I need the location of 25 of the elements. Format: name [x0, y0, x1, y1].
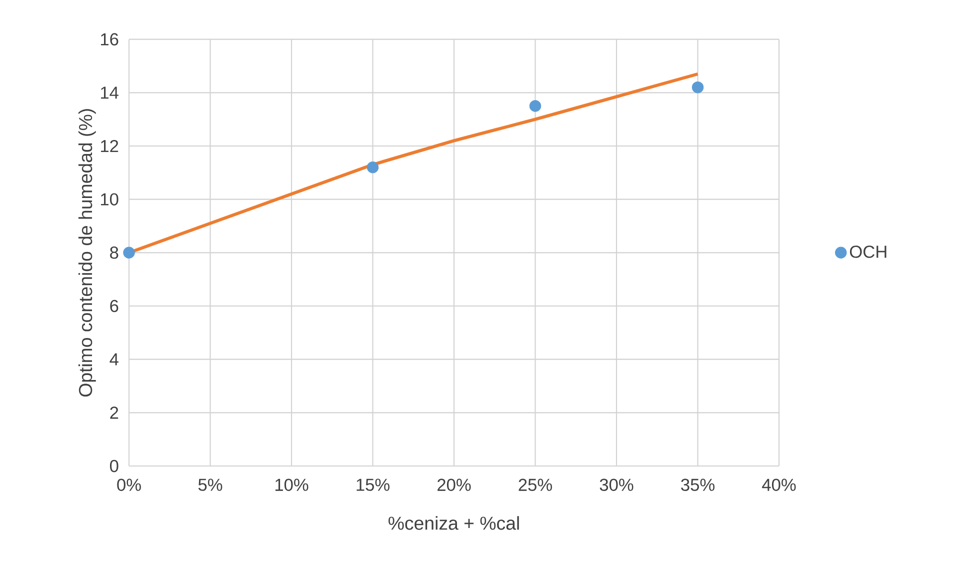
y-tick-label: 4: [110, 353, 118, 366]
y-tick-label: 10: [100, 193, 118, 206]
x-tick-label: 40%: [762, 478, 796, 491]
y-tick-label: 0: [110, 460, 118, 472]
point: [529, 100, 542, 112]
x-tick-label: 20%: [438, 478, 471, 491]
x-axis-title: %ceniza + %cal: [388, 516, 519, 530]
y-tick-label: 12: [100, 140, 118, 152]
y-tick-label: 2: [110, 406, 118, 419]
y-tick-label: 16: [100, 33, 118, 46]
x-tick-label: 35%: [681, 478, 714, 491]
x-tick-label: 15%: [356, 478, 390, 491]
point: [366, 161, 379, 174]
y-axis-title: Optimo contenido de humedad (%): [78, 109, 96, 397]
y-tick-label: 14: [100, 86, 118, 99]
y-tick-label: 6: [110, 300, 118, 312]
y-tick-label: 8: [110, 246, 118, 259]
point: [123, 246, 135, 259]
x-tick-label: 10%: [275, 478, 308, 491]
point: [692, 81, 704, 94]
x-tick-label: 30%: [600, 478, 634, 491]
x-tick-label: 0%: [117, 478, 141, 491]
x-tick-label: 25%: [518, 478, 552, 491]
x-tick-label: 5%: [198, 478, 222, 491]
legend-label: OCH: [850, 246, 886, 258]
